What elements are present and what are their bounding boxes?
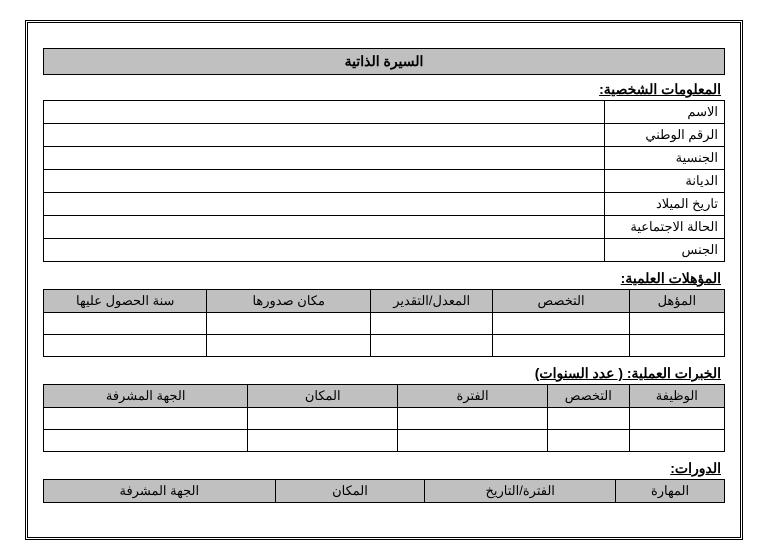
table-row: [44, 430, 725, 452]
col-header: الوظيفة: [629, 385, 724, 408]
table-header-row: المؤهل التخصص المعدل/التقدير مكان صدورها…: [44, 290, 725, 313]
section-courses-header: الدورات:: [43, 458, 725, 479]
table-row: [44, 313, 725, 335]
cell: [493, 335, 629, 357]
field-value: [44, 193, 605, 216]
col-header: الفترة/التاريخ: [425, 480, 616, 503]
col-header: التخصص: [493, 290, 629, 313]
table-row: الحالة الاجتماعية: [44, 216, 725, 239]
document-title: السيرة الذاتية: [43, 48, 725, 75]
table-row: الجنس: [44, 239, 725, 262]
cell: [44, 335, 207, 357]
col-header: المهارة: [616, 480, 725, 503]
section-experience-header: الخبرات العملية: ( عدد السنوات): [43, 363, 725, 384]
cell: [493, 313, 629, 335]
cell: [370, 335, 493, 357]
field-label: الديانة: [605, 170, 725, 193]
field-label: الجنس: [605, 239, 725, 262]
cell: [629, 408, 724, 430]
courses-table: المهارة الفترة/التاريخ المكان الجهة المش…: [43, 479, 725, 503]
cell: [547, 408, 629, 430]
cell: [207, 335, 370, 357]
personal-info-table: الاسم الرقم الوطني الجنسية الديانة تاريخ…: [43, 100, 725, 262]
field-label: الجنسية: [605, 147, 725, 170]
table-header-row: المهارة الفترة/التاريخ المكان الجهة المش…: [44, 480, 725, 503]
field-value: [44, 239, 605, 262]
col-header: الجهة المشرفة: [44, 385, 248, 408]
col-header: الجهة المشرفة: [44, 480, 276, 503]
section-qualifications-header: المؤهلات العلمية:: [43, 268, 725, 289]
cell: [629, 313, 724, 335]
table-row: [44, 335, 725, 357]
field-value: [44, 124, 605, 147]
col-header: التخصص: [547, 385, 629, 408]
col-header: سنة الحصول عليها: [44, 290, 207, 313]
table-header-row: الوظيفة التخصص الفترة المكان الجهة المشر…: [44, 385, 725, 408]
field-label: الرقم الوطني: [605, 124, 725, 147]
cell: [547, 430, 629, 452]
field-label: الحالة الاجتماعية: [605, 216, 725, 239]
cell: [207, 313, 370, 335]
cell: [398, 430, 548, 452]
col-header: المكان: [275, 480, 425, 503]
col-header: مكان صدورها: [207, 290, 370, 313]
field-value: [44, 216, 605, 239]
cell: [44, 430, 248, 452]
cell: [629, 430, 724, 452]
col-header: المؤهل: [629, 290, 724, 313]
table-row: الديانة: [44, 170, 725, 193]
col-header: الفترة: [398, 385, 548, 408]
cell: [248, 430, 398, 452]
col-header: المكان: [248, 385, 398, 408]
field-value: [44, 170, 605, 193]
cell: [248, 408, 398, 430]
cell: [370, 313, 493, 335]
table-row: تاريخ الميلاد: [44, 193, 725, 216]
field-label: الاسم: [605, 101, 725, 124]
experience-table: الوظيفة التخصص الفترة المكان الجهة المشر…: [43, 384, 725, 452]
field-label: تاريخ الميلاد: [605, 193, 725, 216]
table-row: الرقم الوطني: [44, 124, 725, 147]
cell: [44, 313, 207, 335]
field-value: [44, 101, 605, 124]
page-frame: السيرة الذاتية المعلومات الشخصية: الاسم …: [25, 20, 743, 540]
qualifications-table: المؤهل التخصص المعدل/التقدير مكان صدورها…: [43, 289, 725, 357]
col-header: المعدل/التقدير: [370, 290, 493, 313]
section-personal-header: المعلومات الشخصية:: [43, 79, 725, 100]
cell: [44, 408, 248, 430]
cell: [629, 335, 724, 357]
table-row: الجنسية: [44, 147, 725, 170]
table-row: الاسم: [44, 101, 725, 124]
table-row: [44, 408, 725, 430]
field-value: [44, 147, 605, 170]
cell: [398, 408, 548, 430]
